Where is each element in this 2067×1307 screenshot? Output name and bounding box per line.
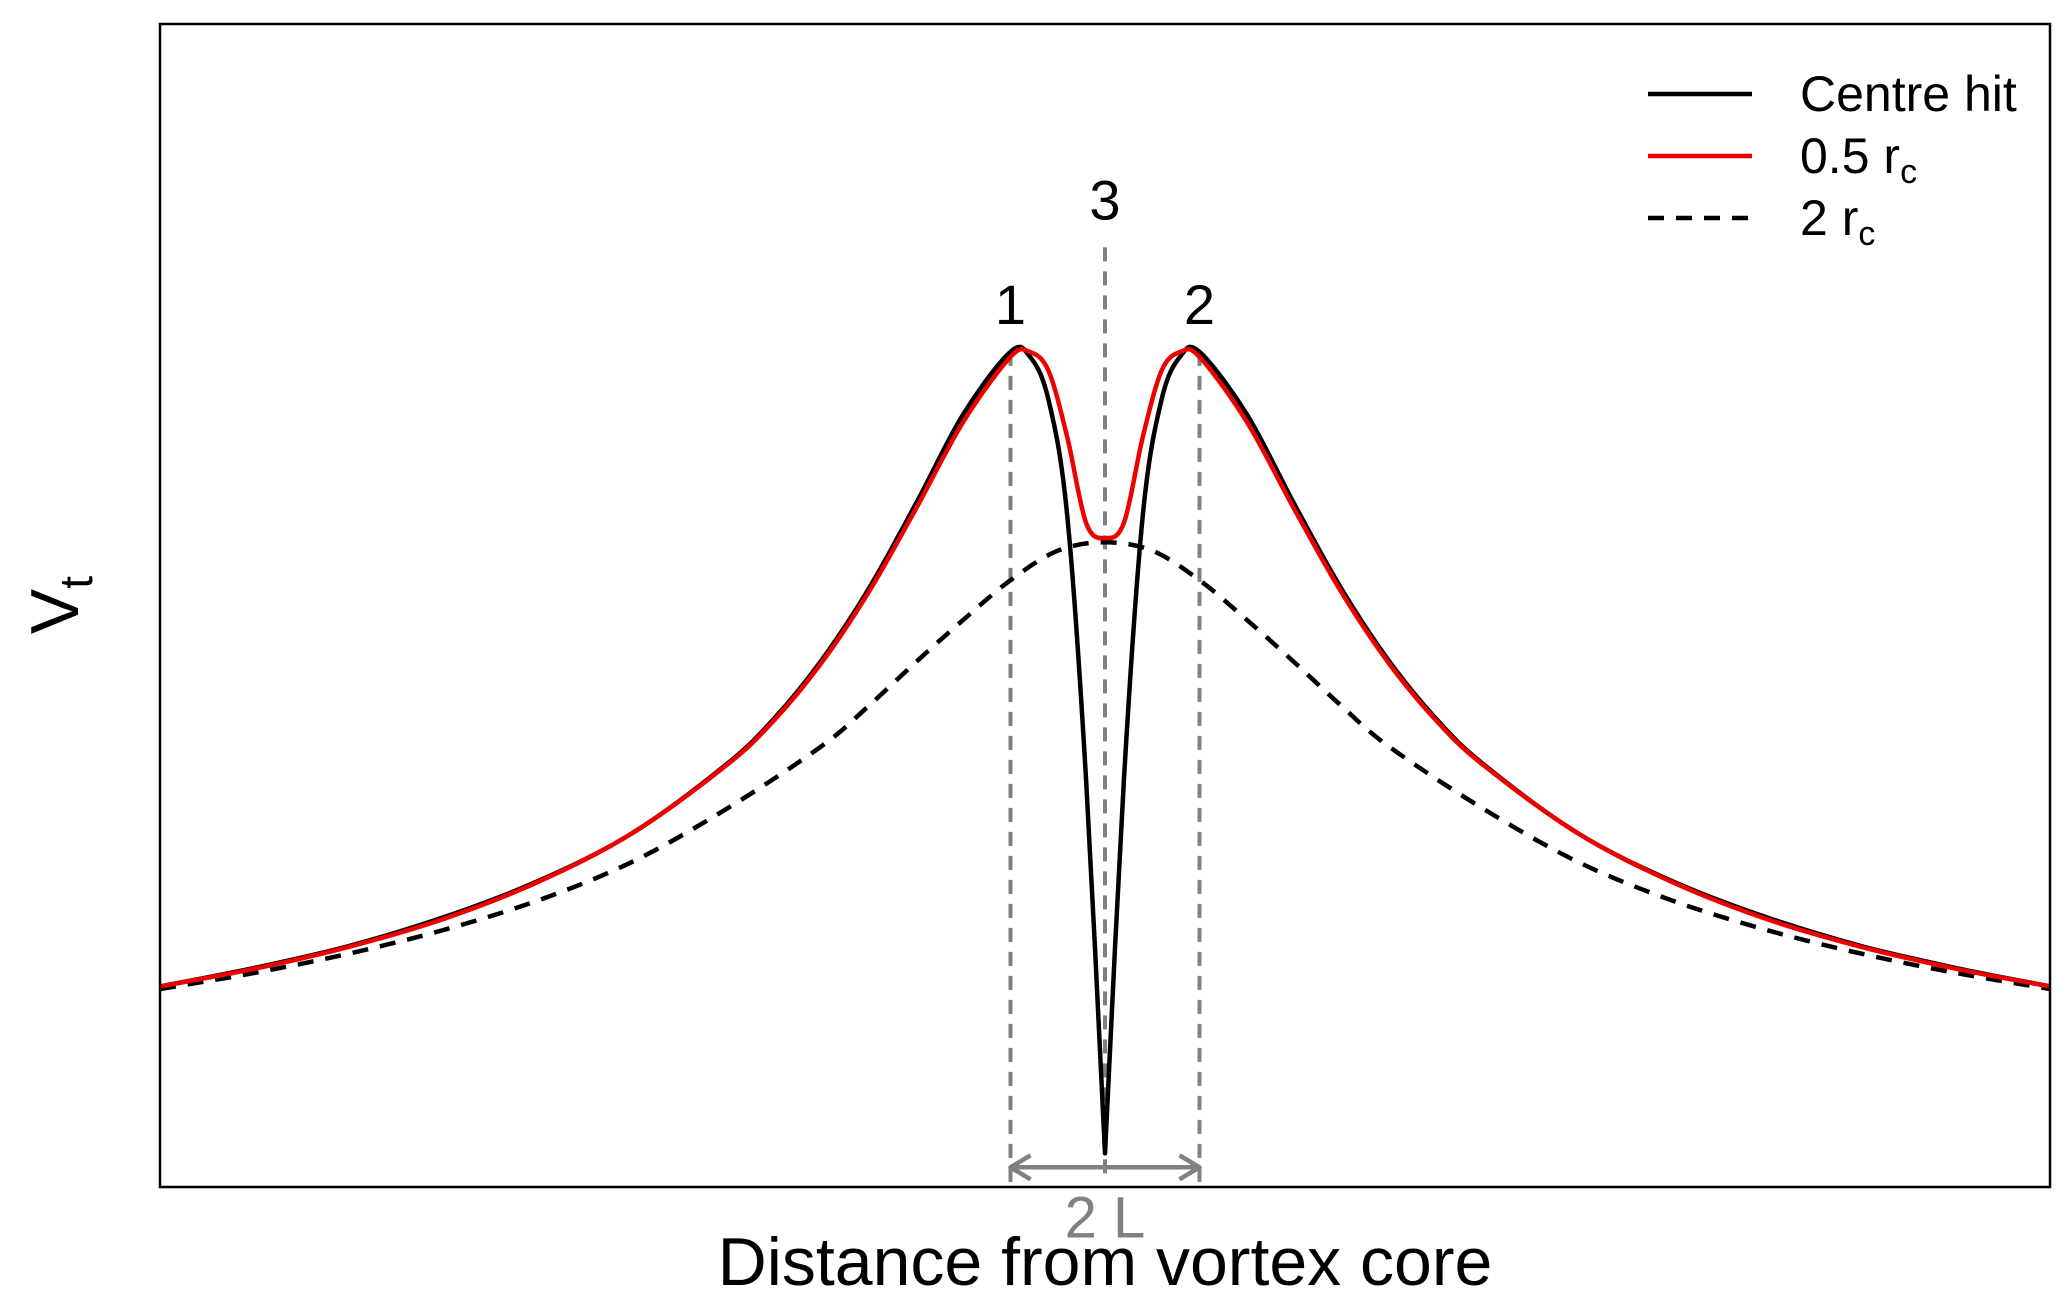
span-arrowhead-left xyxy=(1008,1153,1032,1182)
series-line-2-rc xyxy=(159,540,2051,992)
reference-lines: 1 2 3 xyxy=(995,168,1215,1183)
span-label: 2 L xyxy=(1065,1185,1146,1250)
x-axis-label: Distance from vortex core xyxy=(718,1224,1493,1300)
legend-label-2: 2 rc xyxy=(1800,190,1875,253)
reference-label-3: 3 xyxy=(1089,168,1120,231)
series-line-0-5-rc xyxy=(159,346,2051,989)
span-arrowhead-right xyxy=(1178,1153,1202,1182)
series-lines xyxy=(159,344,2051,1156)
legend-label-0: Centre hit xyxy=(1800,66,2017,122)
reference-label-2: 2 xyxy=(1184,273,1215,336)
plot-frame xyxy=(158,22,2052,1189)
legend: Centre hit 0.5 rc2 rc xyxy=(1648,66,2017,253)
reference-label-1: 1 xyxy=(995,273,1026,336)
annotations: 2 L xyxy=(1008,1153,1202,1250)
y-axis-label: Vt xyxy=(17,576,102,634)
legend-label-1: 0.5 rc xyxy=(1800,128,1917,191)
